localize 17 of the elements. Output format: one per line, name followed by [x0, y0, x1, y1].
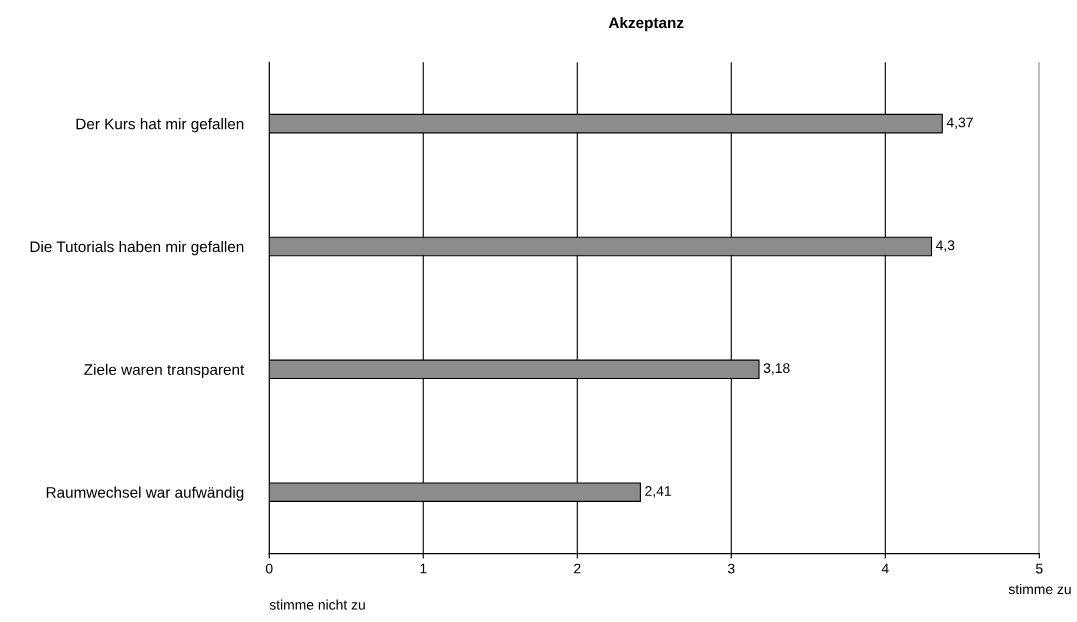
- data-label: 4,3: [935, 240, 955, 252]
- x-tick-label: 2: [574, 563, 581, 574]
- text: stimme zu: [1008, 583, 1071, 595]
- y-tick-label: Raumwechsel war aufwändig: [46, 486, 244, 501]
- chart-title: Akzeptanz: [608, 16, 684, 32]
- x-tick-label: 4: [881, 563, 889, 574]
- x-tick-label: 5: [1036, 563, 1043, 574]
- data-label: 2,41: [645, 486, 671, 498]
- y-tick-label: Die Tutorials haben mir gefallen: [30, 240, 244, 256]
- x-tick-label: 3: [727, 563, 735, 574]
- data-label: 3,18: [763, 363, 790, 375]
- x-tick-label: 0: [265, 563, 273, 574]
- x-tick-label: 1: [420, 563, 427, 574]
- text: stimme nicht zu: [269, 599, 365, 610]
- data-label: 4,37: [946, 117, 973, 129]
- y-tick-label: Der Kurs hat mir gefallen: [76, 118, 244, 133]
- y-tick-label: Ziele waren transparent: [84, 363, 245, 379]
